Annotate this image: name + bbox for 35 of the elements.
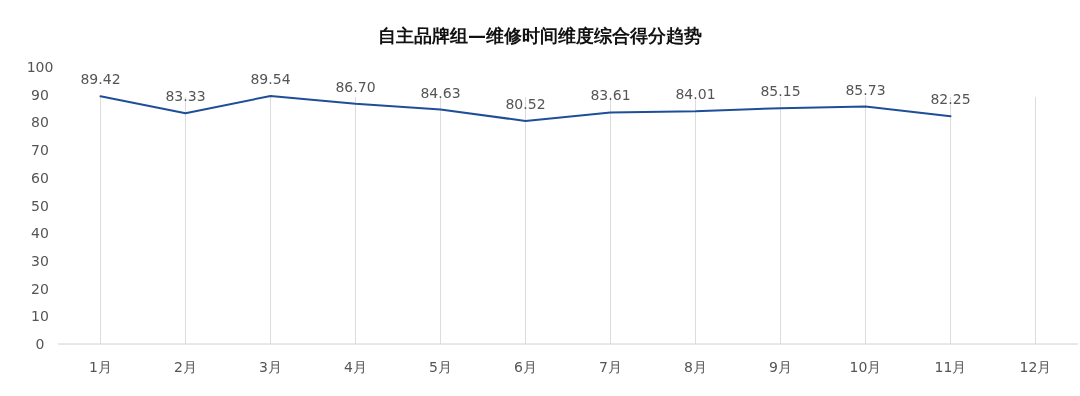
- x-tick-label: 5月: [429, 359, 452, 375]
- x-tick-label: 4月: [344, 359, 367, 375]
- text: 84.63: [420, 84, 461, 101]
- x-tick-label: 8月: [684, 359, 707, 375]
- text: 83.61: [590, 87, 631, 104]
- chart-title: 自主品牌组—维修时间维度综合得分趋势: [378, 25, 702, 46]
- y-tick-label: 0: [35, 336, 45, 352]
- y-tick-label: 10: [31, 308, 49, 325]
- text: 89.42: [80, 71, 121, 88]
- text: 89.54: [250, 70, 291, 87]
- y-tick-label: 60: [31, 169, 49, 186]
- text: 85.15: [760, 83, 801, 100]
- y-tick-label: 70: [31, 142, 49, 159]
- x-tick-label: 2月: [174, 359, 197, 375]
- x-tick-label: 6月: [514, 359, 537, 375]
- text: 80.52: [505, 95, 546, 112]
- text: 84.01: [675, 86, 716, 103]
- y-tick-label: 50: [31, 197, 49, 214]
- x-tick-label: 1月: [89, 359, 112, 375]
- y-tick-label: 100: [26, 59, 54, 75]
- x-tick-label: 12月: [1019, 359, 1052, 375]
- text: 85.73: [845, 81, 886, 98]
- text: 82.25: [930, 91, 971, 108]
- x-tick-label: 7月: [599, 359, 622, 375]
- x-tick-label: 10月: [849, 359, 882, 375]
- y-tick-label: 80: [31, 114, 49, 131]
- text: 86.70: [335, 78, 376, 95]
- text: 83.33: [165, 88, 206, 105]
- y-tick-label: 90: [31, 86, 49, 103]
- x-tick-label: 3月: [259, 359, 282, 375]
- x-tick-label: 9月: [769, 359, 792, 375]
- y-tick-label: 40: [31, 225, 49, 242]
- y-tick-label: 20: [31, 280, 49, 297]
- x-tick-label: 11月: [934, 359, 967, 375]
- y-tick-label: 30: [31, 252, 49, 269]
